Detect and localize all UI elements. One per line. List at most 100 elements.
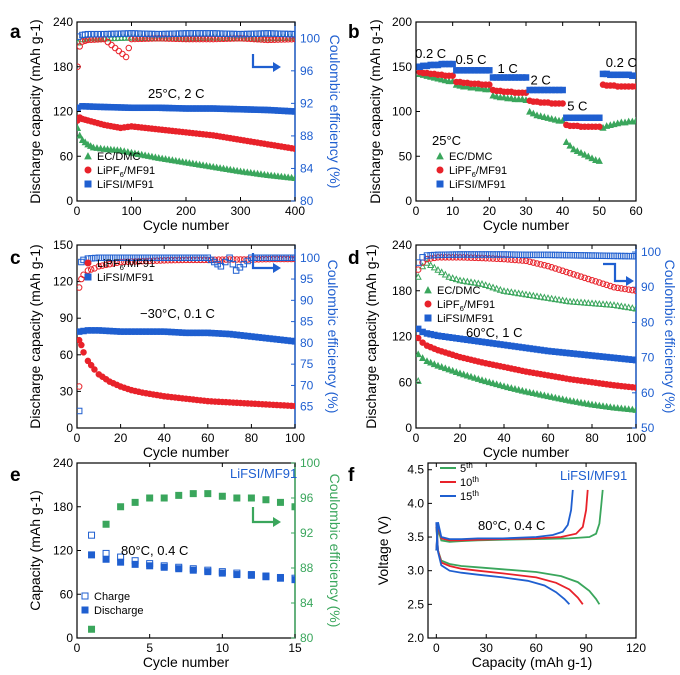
- data-point: [175, 565, 183, 573]
- legend-label-part: /MF91: [124, 165, 155, 177]
- data-point: [452, 275, 460, 283]
- x-axis-label: Cycle number: [143, 444, 230, 460]
- y-tick-label: 180: [392, 284, 412, 298]
- data-point: [269, 254, 277, 262]
- y-right-tick-label: 80: [641, 315, 655, 329]
- data-point: [541, 251, 548, 259]
- legend-item: LiPF6/MF91: [436, 165, 507, 179]
- plot-area: [416, 251, 636, 413]
- data-point: [218, 492, 226, 500]
- data-point: [189, 30, 197, 37]
- data-point: [204, 568, 212, 576]
- series-line: [435, 523, 584, 605]
- data-point: [135, 30, 142, 37]
- data-point: [478, 280, 486, 287]
- data-point: [102, 549, 110, 557]
- data-point: [570, 145, 578, 153]
- data-point: [434, 265, 442, 273]
- series-coulombic-efficiency: [88, 490, 295, 633]
- legend-item: LiFSI/MF91: [436, 179, 506, 191]
- data-point: [148, 35, 156, 42]
- data-point: [515, 385, 523, 393]
- data-point: [220, 30, 227, 37]
- y-tick-label: 0: [405, 194, 412, 208]
- data-point: [544, 262, 552, 270]
- data-point: [291, 576, 295, 584]
- data-point: [463, 277, 471, 285]
- data-point: [77, 124, 82, 132]
- data-point: [114, 30, 122, 38]
- y-right-tick-label: 90: [641, 280, 655, 294]
- data-point: [595, 299, 603, 307]
- data-point: [254, 30, 261, 37]
- data-point: [107, 34, 115, 42]
- data-point: [482, 251, 489, 258]
- data-point: [237, 35, 244, 42]
- data-point: [262, 496, 270, 504]
- data-point: [585, 275, 592, 283]
- data-point: [158, 30, 166, 38]
- data-point: [581, 150, 589, 158]
- data-point: [533, 292, 541, 300]
- data-point: [169, 30, 176, 38]
- data-point: [185, 34, 193, 42]
- data-point: [113, 259, 121, 266]
- data-point: [485, 378, 493, 386]
- data-point: [629, 252, 636, 260]
- x-axis-label: Cycle number: [143, 217, 230, 233]
- data-point: [474, 375, 482, 382]
- data-point: [142, 254, 150, 262]
- data-point: [157, 254, 164, 262]
- data-point: [88, 255, 95, 262]
- data-point: [625, 286, 632, 293]
- legend-swatch: [436, 152, 444, 160]
- data-point: [273, 254, 281, 262]
- data-point: [77, 131, 84, 139]
- data-point: [291, 145, 295, 153]
- data-point: [618, 252, 625, 260]
- y-axis-label: Discharge capacity (mAh g-1): [27, 19, 43, 203]
- data-point: [291, 402, 295, 410]
- data-point: [124, 148, 132, 155]
- data-point: [189, 566, 197, 574]
- x-tick-label: 20: [114, 431, 128, 445]
- legend-label: Discharge: [94, 605, 144, 617]
- x-axis-label: Cycle number: [483, 217, 570, 233]
- data-point: [88, 625, 96, 633]
- legend: Charge Discharge: [81, 591, 144, 617]
- data-point: [563, 251, 570, 259]
- data-point: [588, 299, 596, 307]
- data-point: [271, 30, 278, 37]
- y-right-axis-label: Coulombic efficiency (%): [327, 35, 343, 189]
- legend-label: EC/DMC: [97, 151, 140, 163]
- data-point: [530, 259, 537, 266]
- data-point: [486, 251, 493, 258]
- data-point: [284, 30, 292, 38]
- x-tick-label: 100: [285, 431, 305, 445]
- data-point: [464, 251, 471, 258]
- legend-label-part: 6: [460, 304, 464, 313]
- plot-area: [416, 60, 636, 164]
- series-lifsi-mf91: [416, 60, 636, 122]
- series-15th-discharge: [435, 522, 571, 605]
- data-point: [511, 251, 519, 258]
- data-point: [610, 252, 618, 260]
- legend-label: LiPF6/MF91: [97, 165, 155, 179]
- data-point: [179, 254, 186, 262]
- x-tick-label: 10: [446, 204, 460, 218]
- data-point: [291, 503, 295, 511]
- data-point: [192, 30, 200, 37]
- data-point: [266, 254, 273, 262]
- y-tick-label: 120: [392, 330, 412, 344]
- data-point: [247, 34, 255, 42]
- y-tick-label: 3.0: [407, 564, 424, 578]
- legend-swatch: [84, 166, 92, 174]
- data-point: [94, 30, 101, 38]
- data-point: [276, 574, 284, 582]
- data-point: [526, 251, 533, 259]
- data-point: [449, 72, 456, 79]
- data-point: [155, 30, 162, 38]
- data-point: [430, 73, 438, 81]
